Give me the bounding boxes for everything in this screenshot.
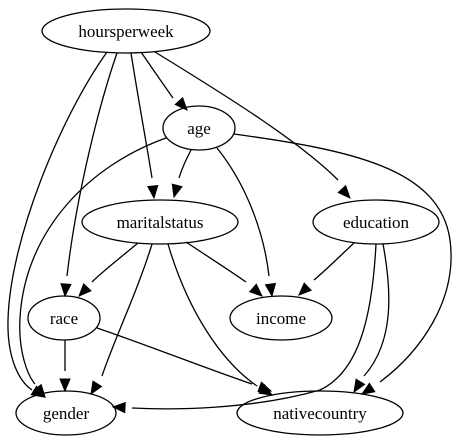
node-label-hoursperweek: hoursperweek xyxy=(78,22,174,41)
edge-maritalstatus-to-race xyxy=(78,242,139,297)
node-label-race: race xyxy=(50,309,78,328)
edge-line xyxy=(7,51,108,391)
edge-hoursperweek-to-maritalstatus xyxy=(130,52,159,200)
arrowhead-icon xyxy=(111,401,126,414)
edge-line xyxy=(185,241,247,283)
node-label-maritalstatus: maritalstatus xyxy=(117,213,204,232)
edge-line xyxy=(167,243,258,387)
node-label-nativecountry: nativecountry xyxy=(273,404,367,423)
arrowhead-icon xyxy=(174,96,188,111)
edge-maritalstatus-to-income xyxy=(185,241,263,297)
arrowhead-icon xyxy=(264,282,277,298)
arrowhead-icon xyxy=(298,282,313,296)
edge-line xyxy=(313,242,355,281)
node-age[interactable]: age xyxy=(162,105,236,151)
arrowhead-icon xyxy=(78,282,92,297)
edge-line xyxy=(91,242,139,283)
arrowhead-icon xyxy=(353,378,366,394)
edge-line xyxy=(66,52,118,277)
edge-line xyxy=(130,52,153,179)
edge-age-to-maritalstatus xyxy=(171,149,192,199)
arrowhead-icon xyxy=(248,283,263,297)
arrowhead-icon xyxy=(360,382,376,395)
edge-hoursperweek-to-age xyxy=(140,51,188,111)
edge-maritalstatus-to-gender xyxy=(90,243,153,396)
edge-race-to-gender xyxy=(59,340,71,393)
arrowhead-icon xyxy=(337,184,351,199)
edge-line xyxy=(178,149,192,179)
arrowhead-icon xyxy=(60,283,72,298)
edge-line xyxy=(96,327,253,385)
edge-education-to-nativecountry xyxy=(353,243,390,394)
edge-line xyxy=(101,243,153,377)
edge-hoursperweek-to-education xyxy=(154,51,351,199)
edge-line xyxy=(233,133,452,383)
edge-hoursperweek-to-race xyxy=(60,52,118,298)
edge-line xyxy=(154,51,339,181)
node-label-education: education xyxy=(343,213,410,232)
arrowhead-icon xyxy=(59,378,71,393)
arrowhead-icon xyxy=(171,183,183,199)
node-nativecountry[interactable]: nativecountry xyxy=(236,390,404,436)
node-gender[interactable]: gender xyxy=(15,390,117,436)
node-label-gender: gender xyxy=(43,404,90,423)
node-education[interactable]: education xyxy=(312,199,440,245)
edge-line xyxy=(363,243,390,377)
node-label-income: income xyxy=(256,309,306,328)
arrowhead-icon xyxy=(257,381,273,393)
edge-age-to-nativecountry xyxy=(233,133,452,395)
edge-education-to-income xyxy=(298,242,355,296)
edge-education-to-gender xyxy=(111,243,377,414)
node-label-age: age xyxy=(187,119,211,138)
arrowhead-icon xyxy=(90,380,103,396)
edge-line xyxy=(19,137,167,385)
edge-age-to-income xyxy=(216,147,277,298)
node-hoursperweek[interactable]: hoursperweek xyxy=(41,8,211,54)
nodes: hoursperweek age maritalstatus education… xyxy=(15,8,440,436)
arrowhead-icon xyxy=(147,184,159,200)
node-race[interactable]: race xyxy=(27,295,101,341)
edge-line xyxy=(216,147,270,277)
node-maritalstatus[interactable]: maritalstatus xyxy=(81,199,239,245)
edge-line xyxy=(140,51,174,99)
edge-race-to-nativecountry xyxy=(96,327,273,393)
node-income[interactable]: income xyxy=(229,295,333,341)
edge-hoursperweek-to-gender xyxy=(7,51,108,398)
edge-line xyxy=(131,243,377,410)
